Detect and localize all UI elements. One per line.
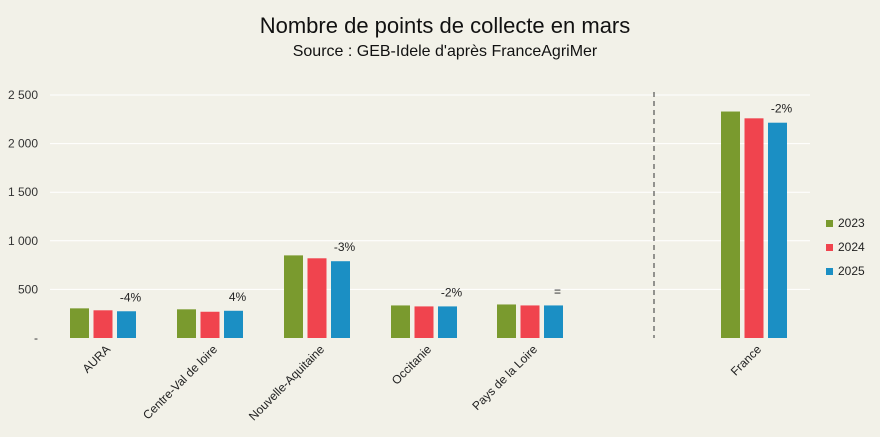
- bar-2025-3: [331, 261, 350, 338]
- bars: [70, 111, 787, 339]
- gridlines: [50, 94, 810, 290]
- bar-2024-1: [93, 310, 113, 338]
- change-annotation: -3%: [334, 240, 356, 254]
- bar-2025-4: [438, 306, 457, 338]
- y-tick-label: -: [34, 331, 38, 345]
- category-label: Nouvelle-Aquitaine: [246, 342, 327, 423]
- bar-2025-2: [224, 310, 243, 338]
- y-axis-ticks: - 500 1 000 1 500 2 000 2 500: [8, 88, 38, 345]
- y-tick-label: 1 500: [8, 185, 38, 199]
- bar-2023-1: [70, 308, 89, 338]
- chart-title: Nombre de points de collecte en mars: [260, 13, 631, 38]
- category-label: Pays de la Loire: [469, 342, 540, 413]
- change-annotation: =: [554, 284, 561, 298]
- change-annotation: 4%: [229, 290, 247, 304]
- legend-label: 2023: [838, 216, 865, 230]
- y-tick-label: 500: [18, 282, 38, 296]
- bar-2023-2: [177, 309, 196, 338]
- bar-2024-3: [307, 258, 327, 338]
- y-tick-label: 2 500: [8, 88, 38, 102]
- bar-2024-4: [414, 306, 434, 338]
- legend-swatch-2023: [826, 220, 833, 227]
- bar-2024-6: [744, 118, 764, 338]
- legend-swatch-2025: [826, 268, 833, 275]
- bar-2023-4: [391, 305, 410, 338]
- category-label: AURA: [80, 342, 113, 375]
- legend-swatch-2024: [826, 244, 833, 251]
- change-annotation: -2%: [441, 285, 463, 299]
- chart-subtitle: Source : GEB-Idele d'après FranceAgriMer: [293, 43, 598, 60]
- change-annotation: -2%: [771, 102, 793, 116]
- bar-2025-1: [117, 311, 136, 338]
- category-label: France: [728, 342, 765, 379]
- bar-2025-6: [768, 122, 787, 339]
- category-labels: AURA Centre-Val de loire Nouvelle-Aquitain…: [80, 342, 765, 423]
- y-tick-label: 1 000: [8, 234, 38, 248]
- bar-2025-5: [544, 305, 563, 338]
- legend-label: 2025: [838, 264, 865, 278]
- category-label: Centre-Val de loire: [140, 342, 220, 422]
- bar-2023-5: [497, 304, 516, 338]
- bar-2023-3: [284, 255, 303, 338]
- bar-2024-5: [520, 305, 540, 338]
- change-annotation: -4%: [120, 290, 142, 304]
- annotations: -4% 4% -3% -2% = -2%: [120, 102, 793, 305]
- y-tick-label: 2 000: [8, 137, 38, 151]
- legend: 2023 2024 2025: [826, 216, 865, 278]
- bar-2023-6: [721, 111, 740, 338]
- legend-label: 2024: [838, 240, 865, 254]
- category-label: Occitanie: [389, 342, 435, 388]
- bar-2024-2: [200, 311, 220, 338]
